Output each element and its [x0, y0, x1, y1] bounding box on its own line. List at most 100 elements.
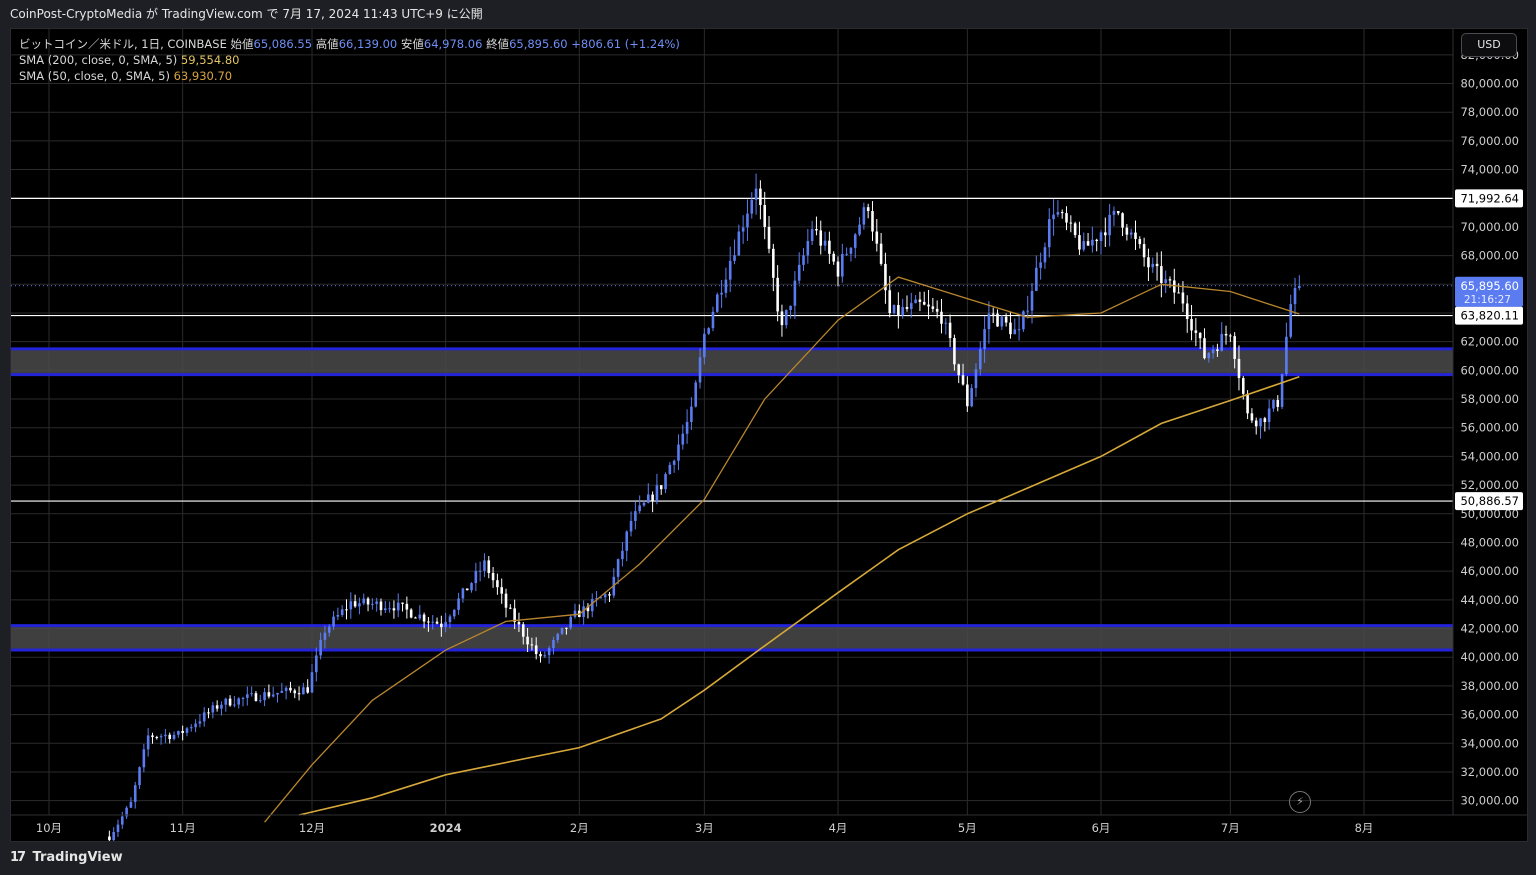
candle-body: [953, 338, 956, 365]
candle-body: [129, 801, 133, 808]
candle-body: [1000, 316, 1004, 327]
open-value: 65,086.55: [253, 37, 313, 51]
candle-body: [961, 375, 965, 385]
candle: [422, 612, 426, 629]
sma200-legend[interactable]: SMA (200, close, 0, SMA, 5) 59,554.80: [19, 53, 239, 67]
candle: [164, 728, 167, 744]
level-label-bg: [1455, 189, 1523, 208]
candle-body: [444, 622, 447, 628]
candle: [935, 300, 939, 319]
price-chart[interactable]: 30,000.00 32,000.00 34,000.00 36,000.00 38,0…: [11, 29, 1527, 844]
candle-body: [685, 421, 689, 434]
currency-button[interactable]: USD: [1461, 33, 1517, 57]
candle-body: [1250, 413, 1254, 421]
candle: [379, 598, 383, 616]
candle-body: [379, 601, 383, 611]
candle: [185, 726, 189, 737]
candle-body: [1285, 336, 1288, 375]
candle-body: [707, 328, 710, 334]
candle-body: [789, 305, 792, 311]
candle-body: [1246, 393, 1249, 414]
candle: [931, 297, 935, 313]
candle-body: [254, 693, 258, 701]
candle-body: [202, 712, 206, 722]
candle: [517, 612, 521, 633]
candle-body: [659, 485, 663, 490]
candle-body: [849, 247, 853, 254]
candle: [638, 495, 641, 514]
candle-body: [258, 700, 262, 702]
time-tick-label: 3月: [695, 821, 714, 835]
candle-body: [319, 639, 322, 656]
candle: [392, 600, 396, 619]
ohlc-legend: ビットコイン／米ドル, 1日, COINBASE 始値65,086.55 高値6…: [19, 36, 680, 52]
candle: [1293, 277, 1297, 316]
candle: [1039, 252, 1042, 280]
open-label: 始値: [230, 37, 254, 51]
time-tick-label: 4月: [829, 821, 848, 835]
candle-body: [189, 727, 193, 729]
candle-body: [474, 571, 478, 584]
chart-panel[interactable]: 30,000.00 32,000.00 34,000.00 36,000.00 38,0…: [10, 28, 1528, 844]
price-tick-label: 30,000.00: [1460, 794, 1519, 808]
candle-body: [681, 433, 685, 445]
candle-body: [315, 655, 318, 673]
candle-body: [1030, 290, 1034, 311]
candle: [685, 409, 689, 444]
candle: [1035, 255, 1038, 292]
candle: [384, 601, 387, 614]
candle-body: [1104, 232, 1107, 236]
time-tick-label: 6月: [1092, 821, 1111, 835]
candle: [961, 363, 965, 386]
candle-body: [293, 690, 297, 694]
candle: [841, 243, 844, 283]
candle-body: [151, 735, 154, 738]
candle: [211, 701, 215, 719]
candle: [1198, 332, 1202, 350]
candle-body: [1241, 378, 1245, 394]
candle: [1052, 199, 1055, 236]
candle-body: [1091, 239, 1094, 246]
candle: [1177, 283, 1180, 294]
candle-body: [1211, 349, 1215, 354]
candle: [772, 243, 775, 292]
candle-body: [832, 253, 835, 262]
candle: [802, 248, 805, 271]
candle: [1104, 217, 1107, 247]
candle-body: [948, 322, 952, 339]
candle-body: [1009, 322, 1012, 335]
candle-body: [539, 654, 542, 657]
grid-lines: [11, 29, 1453, 815]
candle: [284, 686, 288, 700]
candle-body: [198, 721, 202, 724]
price-tick-label: 68,000.00: [1460, 249, 1519, 263]
candle: [401, 602, 404, 612]
candle: [315, 647, 318, 682]
candle: [414, 616, 417, 619]
candle: [922, 291, 926, 306]
candle-body: [608, 594, 611, 596]
candle: [1203, 328, 1206, 360]
candle: [1099, 230, 1103, 255]
candle: [634, 501, 637, 530]
candle: [289, 681, 292, 693]
candle-body: [142, 749, 146, 768]
candle: [595, 590, 598, 607]
level-label: 63,820.11: [1460, 309, 1519, 323]
candle: [1220, 322, 1224, 352]
candle: [306, 679, 309, 694]
candle: [672, 459, 676, 473]
candle: [146, 728, 150, 757]
price-tick-label: 44,000.00: [1460, 593, 1519, 607]
candle: [483, 553, 486, 577]
candle-body: [543, 655, 547, 657]
candle: [1280, 373, 1284, 410]
tradingview-logo[interactable]: 17 TradingView: [10, 850, 123, 865]
candle-body: [728, 260, 732, 280]
sma50-legend[interactable]: SMA (50, close, 0, SMA, 5) 63,930.70: [19, 69, 232, 83]
candle-body: [1052, 214, 1055, 220]
candle-body: [1073, 223, 1077, 236]
candle-body: [276, 692, 279, 695]
candle-body: [931, 306, 935, 309]
bolt-icon[interactable]: ⚡: [1289, 791, 1311, 813]
